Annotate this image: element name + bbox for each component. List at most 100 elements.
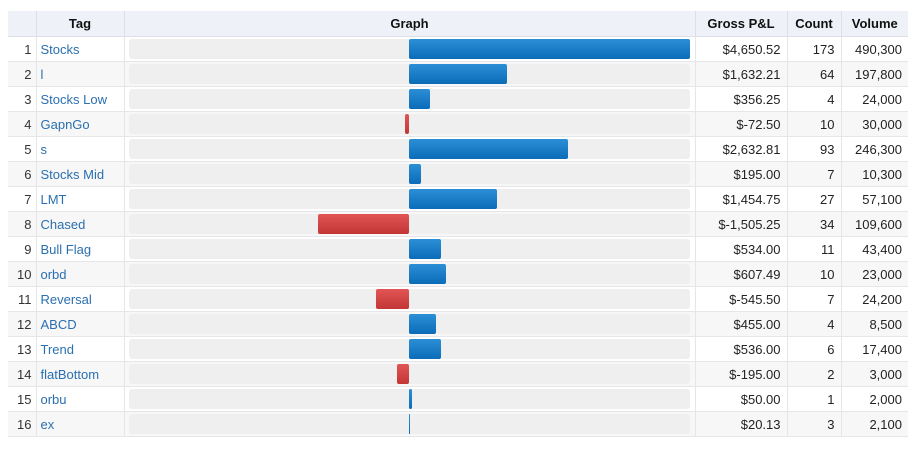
- positive-pnl-bar: [409, 239, 442, 259]
- table-row: 8 Chased $-1,505.25 34 109,600: [8, 211, 908, 237]
- positive-pnl-bar: [409, 39, 690, 59]
- table-row: 2 l $1,632.21 64 197,800: [8, 61, 908, 87]
- volume-column-header[interactable]: Volume: [841, 11, 908, 37]
- gross-pnl-cell: $-72.50: [695, 111, 788, 137]
- graph-column-header: Graph: [124, 11, 696, 37]
- gross-pnl-cell: $-545.50: [695, 286, 788, 312]
- graph-cell: [124, 336, 696, 362]
- gross-pnl-cell: $-195.00: [695, 361, 788, 387]
- volume-cell: 246,300: [841, 136, 908, 162]
- tag-link[interactable]: Chased: [40, 216, 86, 232]
- tag-link[interactable]: ABCD: [40, 316, 77, 332]
- positive-pnl-bar: [409, 389, 413, 409]
- positive-pnl-bar: [409, 339, 442, 359]
- count-cell: 1: [787, 386, 842, 412]
- row-index: 7: [8, 186, 37, 212]
- count-cell: 34: [787, 211, 842, 237]
- volume-cell: 57,100: [841, 186, 908, 212]
- count-column-header[interactable]: Count: [787, 11, 842, 37]
- row-index: 3: [8, 86, 37, 112]
- count-cell: 4: [787, 311, 842, 337]
- tag-link[interactable]: orbd: [40, 266, 67, 282]
- volume-cell: 43,400: [841, 236, 908, 262]
- tag-link[interactable]: ex: [40, 416, 55, 432]
- tag-link[interactable]: GapnGo: [40, 116, 90, 132]
- graph-cell: [124, 61, 696, 87]
- gross-pnl-cell: $20.13: [695, 411, 788, 437]
- gross-pnl-column-header[interactable]: Gross P&L: [695, 11, 788, 37]
- tag-link[interactable]: l: [40, 66, 44, 82]
- bar-track: [128, 114, 690, 134]
- bar-track: [128, 139, 690, 159]
- gross-pnl-cell: $50.00: [695, 386, 788, 412]
- tag-cell: ABCD: [36, 311, 125, 337]
- row-index: 12: [8, 311, 37, 337]
- tag-link[interactable]: Reversal: [40, 291, 92, 307]
- bar-track: [128, 314, 690, 334]
- volume-cell: 24,000: [841, 86, 908, 112]
- positive-pnl-bar: [409, 64, 508, 84]
- positive-pnl-bar: [409, 414, 411, 434]
- bar-track: [128, 239, 690, 259]
- bar-track: [128, 389, 690, 409]
- tag-cell: flatBottom: [36, 361, 125, 387]
- tag-link[interactable]: orbu: [40, 391, 67, 407]
- count-cell: 173: [787, 36, 842, 62]
- negative-pnl-bar: [318, 214, 409, 234]
- gross-pnl-cell: $-1,505.25: [695, 211, 788, 237]
- gross-pnl-cell: $534.00: [695, 236, 788, 262]
- tag-link[interactable]: Stocks Mid: [40, 166, 105, 182]
- tag-cell: orbu: [36, 386, 125, 412]
- row-index: 15: [8, 386, 37, 412]
- graph-cell: [124, 261, 696, 287]
- graph-cell: [124, 186, 696, 212]
- table-row: 4 GapnGo $-72.50 10 30,000: [8, 111, 908, 137]
- volume-cell: 23,000: [841, 261, 908, 287]
- count-cell: 2: [787, 361, 842, 387]
- volume-cell: 3,000: [841, 361, 908, 387]
- count-cell: 6: [787, 336, 842, 362]
- tag-link[interactable]: Stocks: [40, 41, 80, 57]
- bar-track: [128, 39, 690, 59]
- tag-column-header[interactable]: Tag: [36, 11, 125, 37]
- volume-cell: 490,300: [841, 36, 908, 62]
- bar-track: [128, 64, 690, 84]
- bar-track: [128, 214, 690, 234]
- tag-cell: Trend: [36, 336, 125, 362]
- gross-pnl-cell: $607.49: [695, 261, 788, 287]
- bar-track: [128, 164, 690, 184]
- table-row: 13 Trend $536.00 6 17,400: [8, 336, 908, 362]
- gross-pnl-cell: $2,632.81: [695, 136, 788, 162]
- graph-cell: [124, 311, 696, 337]
- count-cell: 7: [787, 286, 842, 312]
- tag-link[interactable]: LMT: [40, 191, 67, 207]
- tag-cell: ex: [36, 411, 125, 437]
- tag-link[interactable]: s: [40, 141, 48, 157]
- table-row: 14 flatBottom $-195.00 2 3,000: [8, 361, 908, 387]
- positive-pnl-bar: [409, 189, 497, 209]
- volume-cell: 30,000: [841, 111, 908, 137]
- tag-link[interactable]: Trend: [40, 341, 74, 357]
- table-row: 3 Stocks Low $356.25 4 24,000: [8, 86, 908, 112]
- tag-cell: GapnGo: [36, 111, 125, 137]
- tag-link[interactable]: Stocks Low: [40, 91, 107, 107]
- count-cell: 7: [787, 161, 842, 187]
- volume-cell: 197,800: [841, 61, 908, 87]
- tag-link[interactable]: Bull Flag: [40, 241, 92, 257]
- row-index: 5: [8, 136, 37, 162]
- volume-cell: 109,600: [841, 211, 908, 237]
- gross-pnl-cell: $1,454.75: [695, 186, 788, 212]
- count-cell: 3: [787, 411, 842, 437]
- graph-cell: [124, 211, 696, 237]
- bar-track: [128, 89, 690, 109]
- gross-pnl-cell: $536.00: [695, 336, 788, 362]
- tag-cell: Bull Flag: [36, 236, 125, 262]
- volume-cell: 2,100: [841, 411, 908, 437]
- table-row: 16 ex $20.13 3 2,100: [8, 411, 908, 437]
- graph-cell: [124, 86, 696, 112]
- count-cell: 10: [787, 261, 842, 287]
- row-index: 9: [8, 236, 37, 262]
- tag-cell: s: [36, 136, 125, 162]
- bar-track: [128, 264, 690, 284]
- tag-link[interactable]: flatBottom: [40, 366, 100, 382]
